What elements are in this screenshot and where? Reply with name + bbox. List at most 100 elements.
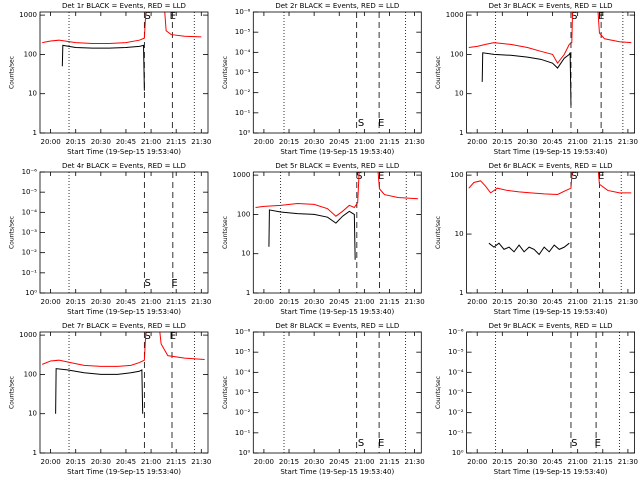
series-line (488, 242, 570, 256)
x-tick-label: 21:30 (191, 298, 211, 306)
y-tick-label: 10⁰ (25, 289, 37, 297)
y-tick-label: 10⁻⁴ (448, 368, 464, 376)
y-tick-label: 10 (28, 90, 37, 98)
x-tick-label: 20:45 (542, 458, 562, 466)
marker-label: E (170, 331, 176, 342)
series-line (468, 12, 632, 65)
y-axis-label: Counts/sec (9, 376, 16, 409)
x-tick-label: 21:30 (405, 458, 425, 466)
x-tick-label: 21:00 (354, 138, 374, 146)
x-tick-label: 21:00 (568, 138, 588, 146)
series-line (255, 172, 418, 217)
y-tick-label: 100 (24, 50, 37, 58)
panel-title: Det 7r BLACK = Events, RED = LLD (62, 322, 186, 330)
panel-title: Det 1r BLACK = Events, RED = LLD (62, 2, 186, 10)
x-tick-label: 21:15 (379, 458, 399, 466)
series-line (481, 52, 572, 106)
x-tick-label: 21:30 (618, 458, 638, 466)
x-tick-label: 20:45 (329, 458, 349, 466)
x-tick-label: 21:00 (354, 458, 374, 466)
y-tick-label: 10⁻⁵ (448, 348, 464, 356)
y-tick-label: 1000 (446, 11, 464, 19)
y-tick-label: 100 (24, 370, 37, 378)
marker-label: E (170, 11, 176, 22)
x-axis-label: Start Time (19-Sep-15 19:53:40) (494, 148, 608, 156)
y-tick-label: 1000 (232, 171, 250, 179)
y-tick-label: 10⁰ (452, 449, 464, 457)
x-tick-label: 21:30 (618, 138, 638, 146)
series-line (42, 332, 205, 367)
panel-title: Det 2r BLACK = Events, RED = LLD (275, 2, 399, 10)
x-tick-label: 21:15 (593, 298, 613, 306)
x-tick-label: 20:30 (517, 298, 537, 306)
x-tick-label: 20:30 (517, 458, 537, 466)
x-tick-label: 20:45 (542, 138, 562, 146)
marker-label: E (598, 171, 604, 182)
y-tick-label: 10⁻⁴ (235, 368, 251, 376)
x-tick-label: 21:00 (568, 298, 588, 306)
x-tick-label: 20:00 (41, 298, 61, 306)
x-tick-label: 20:00 (41, 458, 61, 466)
x-axis-label: Start Time (19-Sep-15 19:53:40) (280, 308, 394, 316)
y-tick-label: 10 (455, 230, 464, 238)
y-tick-label: 10⁻¹ (235, 429, 251, 437)
plot-frame (39, 171, 209, 294)
x-tick-label: 21:00 (141, 298, 161, 306)
x-tick-label: 20:45 (116, 138, 136, 146)
y-tick-label: 10⁻⁵ (235, 348, 251, 356)
marker-label: S (145, 331, 151, 342)
marker-label: S (145, 278, 151, 289)
panel-title: Det 5r BLACK = Events, RED = LLD (275, 162, 399, 170)
marker-label: E (378, 171, 384, 182)
y-tick-label: 10⁻⁶ (22, 168, 38, 176)
marker-label: S (571, 171, 577, 182)
x-tick-label: 20:00 (254, 458, 274, 466)
x-tick-label: 20:30 (304, 138, 324, 146)
y-tick-label: 10⁻⁶ (448, 328, 464, 336)
x-tick-label: 20:00 (254, 138, 274, 146)
y-axis-label: Counts/sec (435, 216, 442, 249)
y-tick-label: 10⁻⁴ (235, 48, 251, 56)
y-tick-label: 1000 (19, 11, 37, 19)
panel-title: Det 8r BLACK = Events, RED = LLD (275, 322, 399, 330)
y-tick-label: 1 (33, 449, 37, 457)
series-line (268, 209, 356, 260)
x-tick-label: 20:00 (467, 138, 487, 146)
marker-label: S (358, 118, 364, 129)
series-line (55, 368, 144, 414)
x-tick-label: 20:45 (116, 458, 136, 466)
x-tick-label: 21:00 (354, 298, 374, 306)
x-tick-label: 20:45 (542, 298, 562, 306)
y-tick-label: 10⁻⁶ (235, 328, 251, 336)
x-tick-label: 21:15 (166, 298, 186, 306)
y-tick-label: 10⁻³ (235, 389, 251, 397)
y-tick-label: 1 (246, 289, 250, 297)
x-tick-label: 20:15 (279, 298, 299, 306)
x-axis-label: Start Time (19-Sep-15 19:53:40) (494, 308, 608, 316)
x-tick-label: 20:45 (329, 138, 349, 146)
y-tick-label: 100 (237, 210, 250, 218)
x-tick-label: 21:15 (593, 138, 613, 146)
x-tick-label: 20:30 (91, 298, 111, 306)
y-tick-label: 10⁻² (448, 409, 464, 417)
plot-frame (39, 331, 209, 454)
marker-label: S (571, 438, 577, 449)
x-tick-label: 20:30 (304, 298, 324, 306)
series-line (468, 172, 632, 195)
y-tick-label: 1000 (19, 331, 37, 339)
plot-frame (39, 11, 209, 134)
x-tick-label: 21:15 (166, 458, 186, 466)
y-axis-label: Counts/sec (9, 56, 16, 89)
x-tick-label: 20:15 (66, 298, 86, 306)
y-tick-label: 10⁻³ (235, 69, 251, 77)
y-tick-label: 10⁻¹ (22, 269, 38, 277)
x-tick-label: 21:15 (379, 138, 399, 146)
x-tick-label: 20:45 (116, 298, 136, 306)
x-axis-label: Start Time (19-Sep-15 19:53:40) (67, 308, 181, 316)
x-axis-label: Start Time (19-Sep-15 19:53:40) (67, 468, 181, 476)
x-tick-label: 21:00 (568, 458, 588, 466)
x-tick-label: 20:30 (91, 458, 111, 466)
x-tick-label: 20:00 (254, 298, 274, 306)
marker-label: S (145, 11, 151, 22)
y-tick-label: 10⁻⁶ (235, 8, 251, 16)
